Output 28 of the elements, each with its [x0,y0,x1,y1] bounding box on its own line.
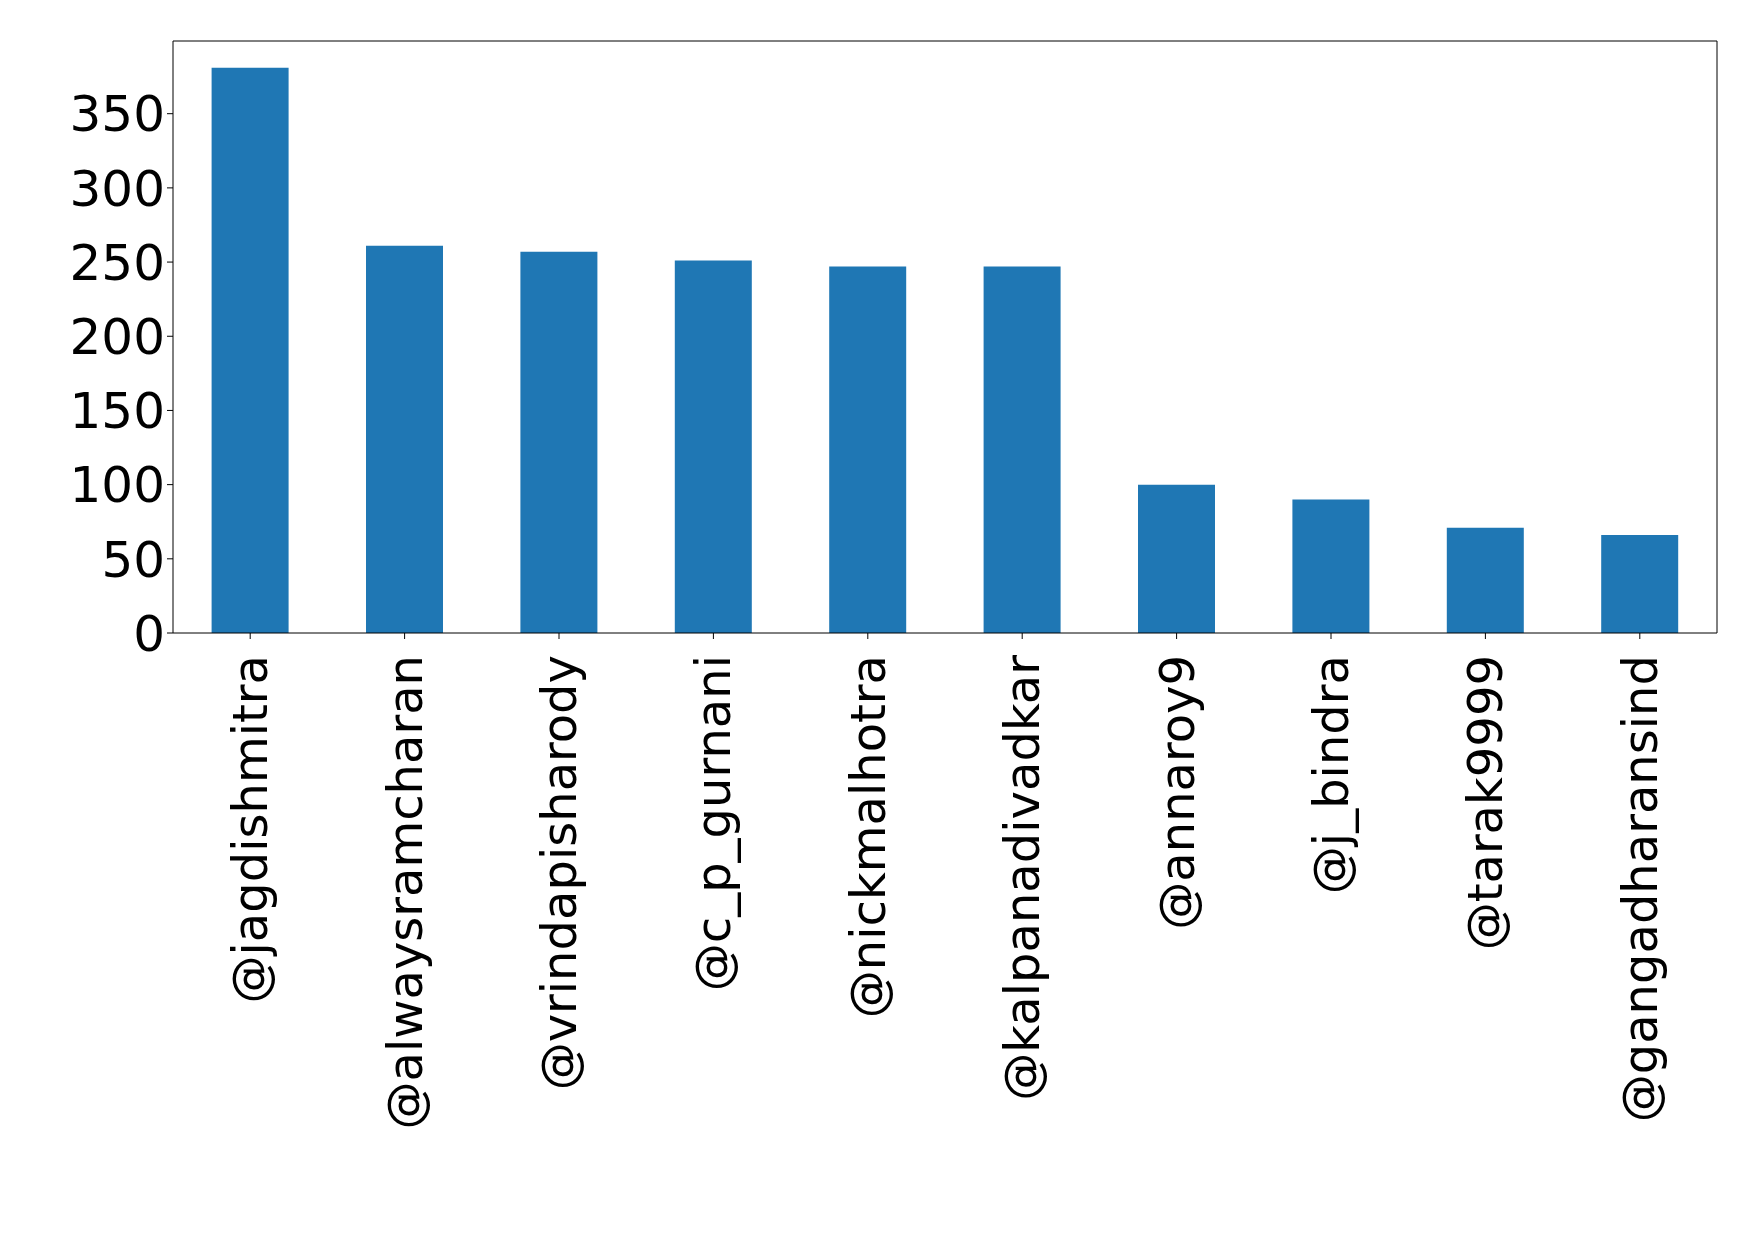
y-tick-label: 150 [69,382,165,441]
bar [674,260,752,633]
x-tick-label: @kalpanadivadkar [994,654,1051,1101]
y-tick-label: 0 [133,604,165,663]
y-tick-label: 300 [69,159,165,218]
y-tick-label: 200 [69,308,165,367]
bar [829,266,907,633]
y-tick-label: 250 [69,233,165,292]
bar [1138,484,1215,633]
x-tick-label: @alwaysramcharan [376,655,433,1130]
bar [1446,527,1524,633]
bar [211,67,289,633]
bar [366,245,443,633]
y-tick-label: 100 [69,456,165,515]
x-tick-label: @tarak9999 [1457,655,1514,951]
x-tick-label: @nickmalhotra [839,655,896,1019]
x-tick-label: @c_p_gurnani [685,655,742,992]
bar [1601,535,1679,633]
x-tick-label: @j_bindra [1303,655,1359,895]
x-tick-label: @vrindapisharody [531,655,587,1091]
x-tick-label: @jagdishmitra [222,655,279,1004]
y-tick-label: 350 [69,85,165,144]
x-tick-label: @gangadharansind [1611,655,1668,1123]
y-tick-label: 50 [101,530,165,589]
x-tick-label: @annaroy9 [1148,655,1205,930]
bar [983,266,1061,633]
bar [520,251,598,633]
bar [1292,499,1370,633]
